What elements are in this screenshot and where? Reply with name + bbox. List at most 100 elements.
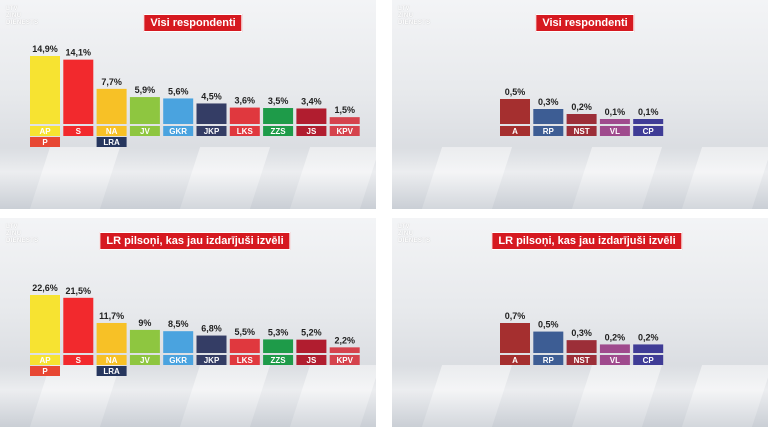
value-label: 0,1% xyxy=(638,107,659,117)
sub-label: LRA xyxy=(103,138,120,147)
value-label: 1,5% xyxy=(334,105,355,115)
category-label: JV xyxy=(140,127,150,136)
bar-rp xyxy=(533,331,564,353)
category-label-box xyxy=(500,126,530,136)
category-label-box xyxy=(129,355,160,365)
category-label: A xyxy=(512,356,518,365)
category-label: GKR xyxy=(169,356,187,365)
bar-cp xyxy=(633,119,664,124)
value-label: 2,2% xyxy=(334,335,355,345)
category-label: ZZS xyxy=(271,127,287,136)
bar-nst xyxy=(566,114,597,124)
category-label: JKP xyxy=(204,127,220,136)
value-label: 0,3% xyxy=(571,328,592,338)
bar-ap xyxy=(30,56,60,124)
bar-jkp xyxy=(196,103,227,124)
bar-js xyxy=(296,339,327,353)
ltv-brand-logo: LTV ZIŅU DIENESTS xyxy=(398,224,431,244)
category-label-box xyxy=(329,355,360,365)
category-label: VL xyxy=(610,356,620,365)
category-label-box xyxy=(329,126,360,136)
value-label: 5,3% xyxy=(268,327,289,337)
category-label-box xyxy=(633,355,664,365)
chart-title: LR pilsoņi, kas jau izdarījuši izvēli xyxy=(491,232,683,250)
value-label: 21,5% xyxy=(66,286,92,296)
bar-gkr xyxy=(163,98,194,124)
chart-panel-top-right: LTV ZIŅU DIENESTS Visi respondenti 0,5% A 0,… xyxy=(392,0,768,209)
bar-na xyxy=(96,88,127,124)
category-label-box xyxy=(500,355,530,365)
category-label: JV xyxy=(140,356,150,365)
value-label: 5,6% xyxy=(168,86,189,96)
bar-nst xyxy=(566,340,597,353)
value-label: 7,7% xyxy=(101,77,122,87)
category-label-box xyxy=(196,126,227,136)
category-label-box xyxy=(163,126,194,136)
value-label: 4,5% xyxy=(201,91,222,101)
bar-js xyxy=(296,108,327,124)
bar-cp xyxy=(633,344,664,353)
category-label-box xyxy=(96,355,127,365)
category-label: NST xyxy=(574,356,590,365)
category-label-box xyxy=(599,126,630,136)
bar-lks xyxy=(229,107,260,124)
value-label: 5,9% xyxy=(135,85,156,95)
category-label-box xyxy=(96,126,127,136)
category-label: KPV xyxy=(336,127,353,136)
category-label-box xyxy=(30,355,60,365)
category-label: A xyxy=(512,127,518,136)
bar-lks xyxy=(229,338,260,353)
category-label-box xyxy=(129,126,160,136)
category-label: NST xyxy=(574,127,590,136)
category-label-box xyxy=(163,355,194,365)
category-label: ZZS xyxy=(271,356,287,365)
category-label: JS xyxy=(307,127,317,136)
bar-a xyxy=(500,99,530,124)
bar-kpv xyxy=(329,117,360,124)
category-label-box xyxy=(566,355,597,365)
value-label: 0,5% xyxy=(505,87,526,97)
sub-label: P xyxy=(42,138,48,147)
value-label: 3,4% xyxy=(301,96,322,106)
category-label: NA xyxy=(106,127,118,136)
bar-chart: 22,6% AP P 21,5% S 11,7% NA LRA 9% JV 8,5% GKR 6,8% J… xyxy=(30,283,360,376)
category-label: JKP xyxy=(204,356,220,365)
value-label: 5,5% xyxy=(235,327,256,337)
value-label: 8,5% xyxy=(168,319,189,329)
ltv-brand-logo: LTV ZIŅU DIENESTS xyxy=(6,6,39,26)
bar-vl xyxy=(599,344,630,353)
category-label-box xyxy=(30,126,60,136)
bar-chart: 14,9% AP P 14,1% S 7,7% NA LRA 5,9% JV 5,6% GKR 4,5%… xyxy=(30,44,360,147)
category-label: S xyxy=(76,127,82,136)
value-label: 14,9% xyxy=(32,44,58,54)
value-label: 3,5% xyxy=(268,96,289,106)
bar-jv xyxy=(129,97,160,124)
category-label: S xyxy=(76,356,82,365)
value-label: 0,2% xyxy=(605,332,626,342)
chart-title: LR pilsoņi, kas jau izdarījuši izvēli xyxy=(99,232,291,250)
bar-vl xyxy=(599,119,630,124)
category-label-box xyxy=(63,126,94,136)
bar-jkp xyxy=(196,335,227,353)
category-label: LKS xyxy=(237,127,254,136)
sub-label-box xyxy=(30,137,60,147)
category-label-box xyxy=(533,355,564,365)
ltv-brand-logo: LTV ZIŅU DIENESTS xyxy=(398,6,431,26)
bar-na xyxy=(96,322,127,353)
sub-label: LRA xyxy=(103,367,120,376)
chart-title: Visi respondenti xyxy=(535,14,635,32)
bar-zzs xyxy=(263,108,294,124)
category-label: AP xyxy=(39,356,51,365)
sub-label-box xyxy=(96,366,127,376)
category-label-box xyxy=(566,126,597,136)
bar-zzs xyxy=(263,339,294,353)
category-label: NA xyxy=(106,356,118,365)
sub-label-box xyxy=(30,366,60,376)
category-label: CP xyxy=(643,356,655,365)
value-label: 0,5% xyxy=(538,320,559,330)
value-label: 9% xyxy=(138,318,151,328)
value-label: 3,6% xyxy=(235,96,256,106)
value-label: 22,6% xyxy=(32,283,58,293)
bar-s xyxy=(63,59,94,124)
category-label: RP xyxy=(543,127,555,136)
